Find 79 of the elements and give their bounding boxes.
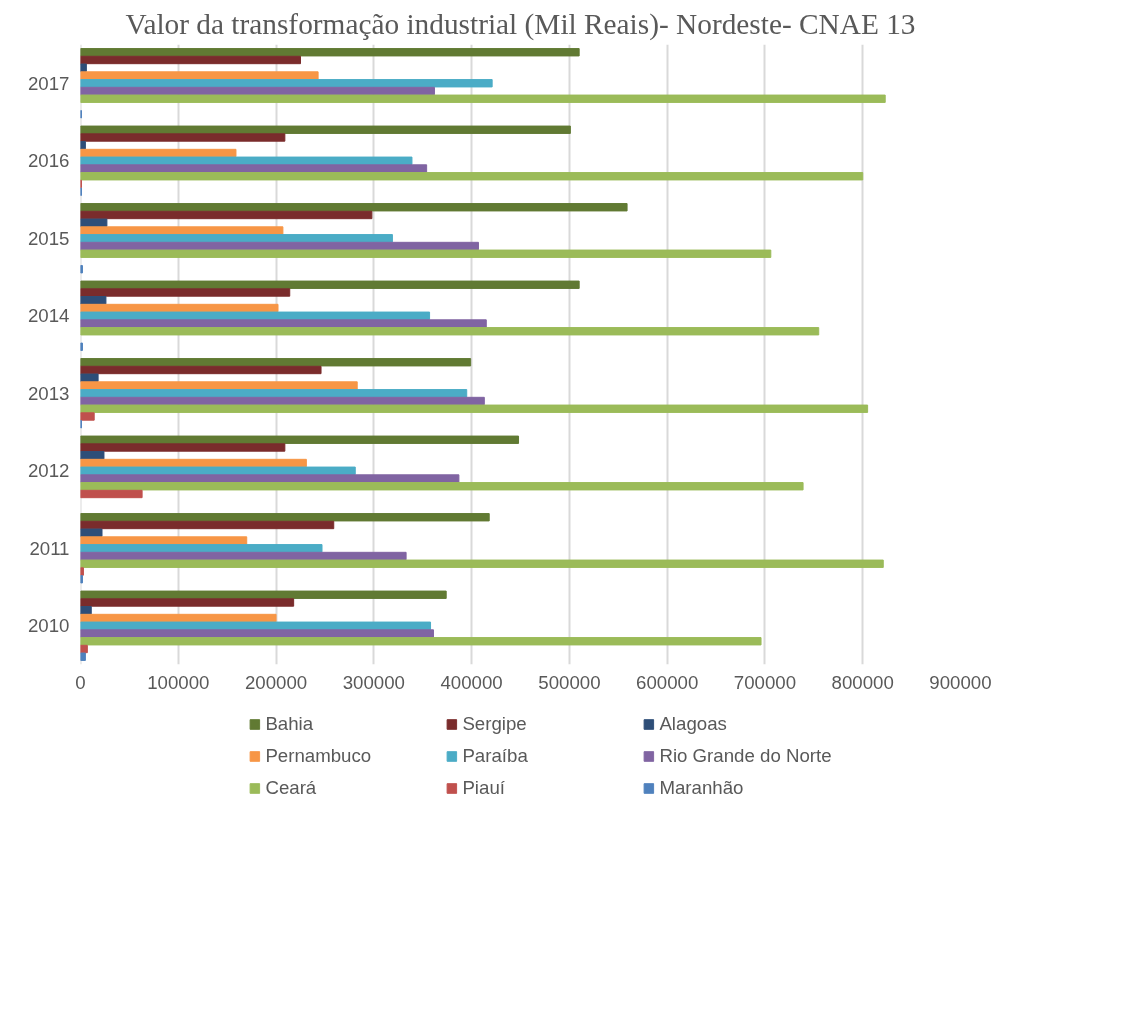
y-tick-label: 2016 [28,150,70,172]
bar [80,652,86,661]
bar [80,466,356,475]
y-tick-label: 2014 [28,305,70,327]
y-tick-label: 2013 [28,382,70,404]
y-tick-label: 2010 [28,615,70,637]
bar [80,435,520,444]
bar [80,443,286,452]
bar [80,226,284,235]
x-tick-label: 0 [75,671,86,693]
x-tick-label: 600000 [636,671,699,693]
bar [80,621,432,630]
bar [80,412,95,421]
bar [80,164,428,173]
bar [80,71,319,80]
bar [80,598,295,607]
bar [80,482,804,491]
legend-label: Piauí [462,777,506,799]
bar [80,373,99,382]
bar [80,288,291,297]
legend-label: Rio Grande do Norte [659,745,832,767]
bar [80,358,472,367]
bar [80,404,869,413]
bar [80,327,820,336]
x-tick-label: 800000 [831,671,894,693]
bar [80,474,460,483]
y-tick-label: 2017 [28,72,70,94]
bar [80,133,286,142]
bar [80,590,447,599]
bar [80,389,468,398]
legend-label: Sergipe [462,713,528,735]
bar [80,210,373,220]
x-tick-label: 700000 [733,671,797,693]
bar [80,513,490,522]
bar [80,63,87,72]
bar [80,141,86,150]
x-tick-label: 400000 [440,671,503,693]
bar [80,218,108,227]
bar [80,544,323,553]
legend-label: Paraíba [462,745,529,767]
bar [80,172,864,181]
bar [80,125,571,134]
bar [80,234,393,243]
bar [80,79,493,88]
bar [80,489,143,499]
legend-label: Maranhão [659,777,745,799]
bar [80,311,431,320]
x-tick-label: 100000 [147,671,210,693]
bar [80,365,322,375]
bar [80,637,762,646]
bar [80,296,107,305]
bar [80,94,886,103]
y-tick-label: 2015 [28,227,70,249]
bar [80,55,301,65]
bar [80,280,580,289]
bar [80,249,772,258]
bar [80,528,103,537]
legend-label: Pernambuco [265,745,373,767]
x-tick-label: 300000 [342,671,405,693]
x-tick-label: 200000 [244,671,308,693]
bar [80,451,105,460]
bar [80,536,248,545]
bar [80,156,413,165]
x-tick-label: 900000 [929,671,992,693]
bar [80,520,335,530]
legend-label: Ceará [265,777,318,799]
bar [80,48,580,57]
bar [80,381,358,390]
bar [80,319,487,328]
y-tick-label: 2011 [29,537,70,559]
legend-label: Bahia [265,713,315,735]
x-tick-label: 500000 [538,671,601,693]
bar [80,606,92,615]
bar [80,203,628,212]
bar [80,629,434,638]
chart-title: Valor da transformação industrial (Mil Reais)- Nordeste- CNAE 13 [125,7,916,41]
legend-label: Alagoas [659,713,728,735]
bar [80,559,884,568]
y-tick-label: 2012 [28,460,70,482]
